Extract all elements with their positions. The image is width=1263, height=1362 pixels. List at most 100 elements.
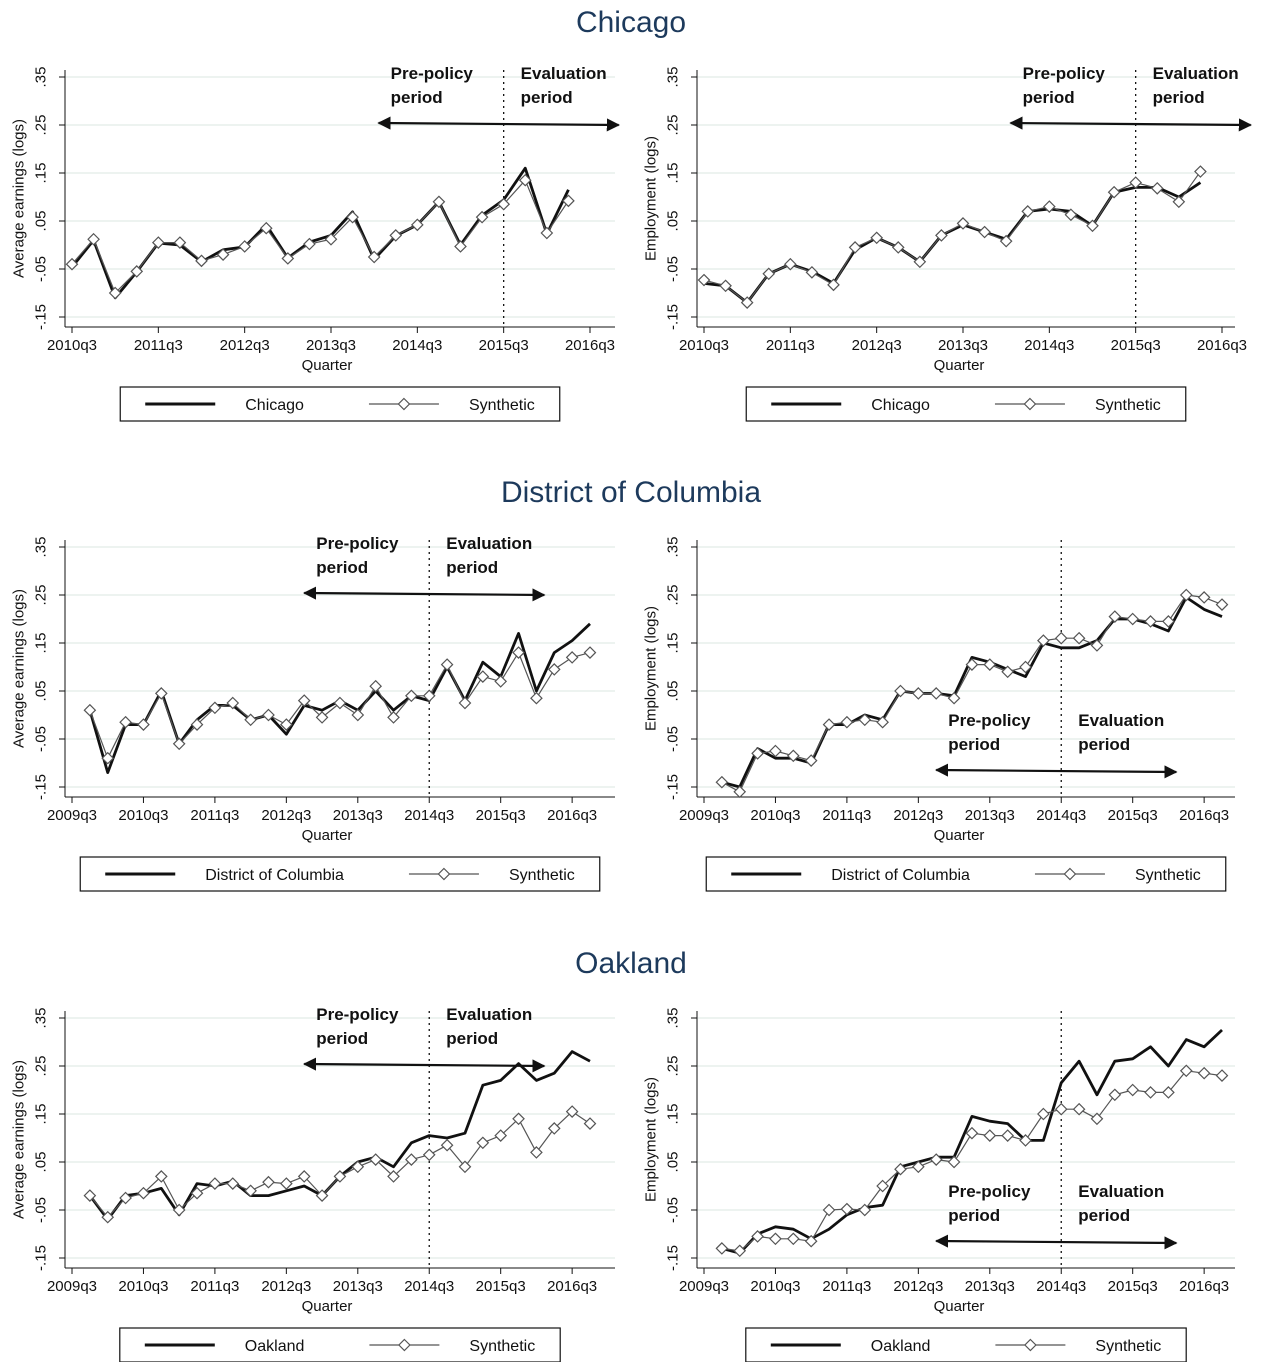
diamond-marker	[154, 687, 168, 700]
y-tick-label: .25	[664, 585, 681, 606]
diamond-marker	[195, 254, 208, 268]
x-tick-label: 2010q3	[679, 337, 729, 354]
diamond-marker	[876, 1179, 889, 1193]
diamond-marker	[303, 237, 316, 251]
diamond-marker	[894, 684, 907, 698]
diamond-marker	[1064, 208, 1078, 222]
series-line	[703, 181, 1202, 304]
annotation: Evaluation period	[1153, 64, 1244, 107]
diamond-marker	[848, 241, 862, 254]
x-tick-label: 2015q3	[1111, 337, 1161, 354]
diamond-marker	[965, 658, 979, 671]
legend-label: District of Columbia	[831, 867, 970, 884]
diamond-marker	[244, 1184, 257, 1198]
x-tick-label: 2016q3	[1179, 807, 1229, 824]
diamond-marker	[715, 775, 729, 789]
x-tick-label: 2014q3	[392, 337, 442, 354]
diamond-marker	[530, 1146, 543, 1159]
legend-label: District of Columbia	[205, 867, 344, 884]
y-tick-label: .35	[32, 67, 49, 88]
series-line	[70, 166, 570, 300]
x-tick-label: 2011q3	[190, 807, 239, 824]
x-tick-label: 2016q3	[547, 1278, 597, 1295]
diamond-marker	[315, 711, 329, 724]
diamond-marker	[137, 1186, 150, 1200]
x-tick-label: 2010q3	[118, 1278, 168, 1295]
diamond-marker	[65, 257, 79, 271]
diamond-marker	[929, 1153, 943, 1166]
x-tick-label: 2012q3	[893, 1278, 943, 1295]
diamond-marker	[530, 691, 543, 705]
diamond-marker	[208, 1177, 222, 1190]
legend-box	[119, 1327, 561, 1362]
diamond-marker	[297, 694, 311, 707]
y-tick-label: .25	[32, 1056, 49, 1077]
period-arrow	[934, 1234, 1178, 1250]
x-tick-label: 2014q3	[1024, 337, 1074, 354]
x-tick-label: 2015q3	[476, 807, 526, 824]
diamond-marker	[172, 1203, 186, 1217]
legend-marker	[1063, 867, 1077, 881]
x-tick-label: 2009q3	[679, 807, 729, 824]
x-tick-label: 2013q3	[965, 807, 1015, 824]
y-tick-label: .35	[664, 537, 681, 558]
x-axis-label: Quarter	[302, 827, 353, 844]
diamond-marker	[405, 689, 418, 703]
diamond-marker	[369, 1153, 383, 1166]
x-tick-label: 2014q3	[404, 1278, 454, 1295]
y-tick-label: .15	[32, 1104, 49, 1125]
y-axis-label: Employment (logs)	[642, 1077, 659, 1202]
diamond-marker	[226, 1177, 240, 1190]
annotation: Evaluation period	[446, 1005, 537, 1048]
diamond-marker	[101, 1210, 115, 1224]
diamond-marker	[262, 708, 275, 722]
x-tick-label: 2016q3	[1179, 1278, 1229, 1295]
y-tick-label: .15	[32, 633, 49, 654]
x-tick-label: 2013q3	[938, 337, 988, 354]
x-axis-label: Quarter	[302, 1298, 353, 1315]
diamond-marker	[565, 651, 579, 664]
y-tick-label: -.15	[32, 304, 49, 330]
diamond-marker	[494, 1129, 508, 1142]
y-tick-label: .15	[664, 1104, 681, 1125]
series-line	[88, 1050, 591, 1221]
legend-label: Synthetic	[1095, 1338, 1161, 1355]
diamond-marker	[476, 670, 490, 683]
diamond-marker	[494, 675, 508, 688]
annotation: Pre-policy period	[1023, 64, 1110, 107]
diamond-marker	[1042, 200, 1056, 213]
y-tick-label: -.15	[664, 1245, 681, 1271]
diamond-marker	[540, 226, 554, 240]
diamond-marker	[367, 250, 381, 264]
y-tick-label: -.05	[664, 1197, 681, 1223]
diamond-marker	[547, 1122, 561, 1135]
x-tick-label: 2010q3	[750, 1278, 800, 1295]
legend-box	[745, 1327, 1187, 1362]
diamond-marker	[190, 718, 204, 731]
diamond-marker	[262, 1175, 275, 1189]
diamond-marker	[440, 1138, 454, 1152]
x-tick-label: 2012q3	[261, 807, 311, 824]
diamond-marker	[497, 197, 511, 211]
y-axis-label: Average earnings (logs)	[10, 589, 27, 748]
annotation: Evaluation period	[1078, 1182, 1169, 1225]
diamond-marker	[1037, 634, 1050, 647]
diamond-marker	[454, 240, 467, 253]
diamond-marker	[346, 210, 359, 224]
diamond-marker	[840, 1202, 854, 1216]
diamond-marker	[208, 701, 222, 715]
diamond-marker	[733, 785, 747, 799]
diamond-marker	[804, 1234, 818, 1248]
series-line	[721, 594, 1223, 793]
diamond-marker	[279, 1177, 293, 1190]
diamond-marker	[405, 1153, 418, 1166]
diamond-marker	[1162, 1086, 1175, 1099]
diamond-marker	[173, 236, 187, 249]
legend-marker	[1023, 397, 1037, 411]
x-tick-label: 2012q3	[261, 1278, 311, 1295]
x-tick-label: 2016q3	[565, 337, 615, 354]
x-tick-label: 2016q3	[547, 807, 597, 824]
diamond-marker	[1129, 176, 1143, 189]
x-tick-label: 2014q3	[1036, 807, 1086, 824]
